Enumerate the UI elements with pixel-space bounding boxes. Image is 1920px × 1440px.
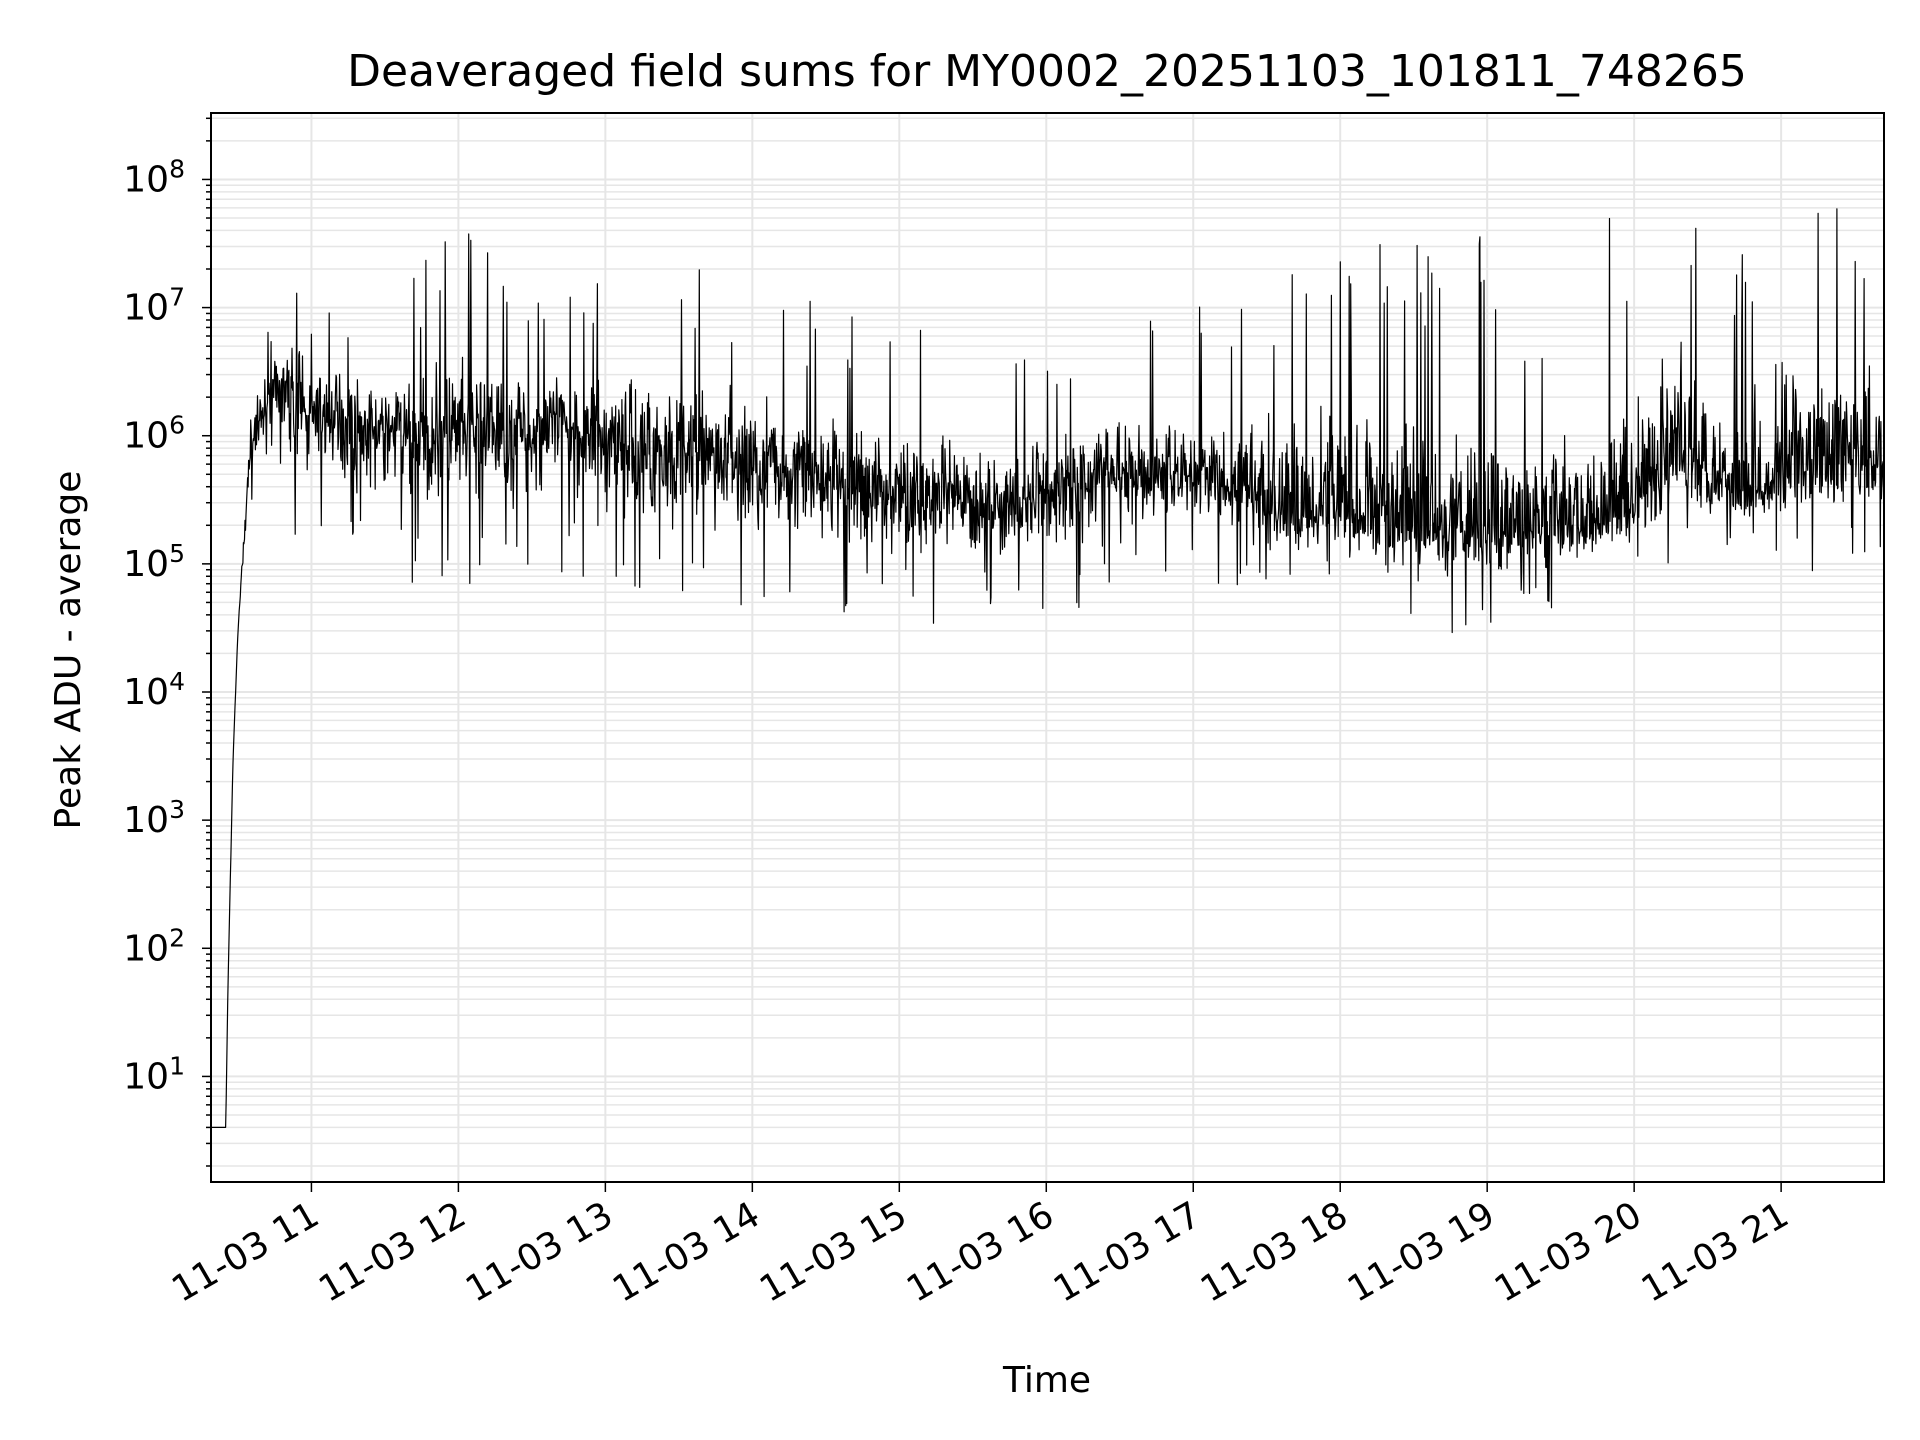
grid bbox=[211, 113, 1884, 1182]
data-series-line bbox=[210, 208, 1885, 1129]
plot-frame bbox=[210, 112, 1885, 1183]
y-tick-label: 108 bbox=[123, 154, 185, 200]
y-tick-label: 102 bbox=[123, 923, 185, 969]
series-layer bbox=[210, 208, 1885, 1129]
y-tick-label: 105 bbox=[123, 539, 185, 585]
y-tick-label: 103 bbox=[123, 795, 185, 841]
x-axis-label: Time bbox=[1002, 1360, 1091, 1401]
y-tick-label: 106 bbox=[123, 411, 185, 457]
y-tick-label: 104 bbox=[123, 667, 185, 713]
chart-title: Deaveraged field sums for MY0002_2025110… bbox=[347, 46, 1747, 97]
y-axis-label: Peak ADU - average bbox=[48, 471, 89, 830]
y-tick-label: 107 bbox=[123, 283, 185, 329]
y-tick-label: 101 bbox=[123, 1051, 185, 1097]
